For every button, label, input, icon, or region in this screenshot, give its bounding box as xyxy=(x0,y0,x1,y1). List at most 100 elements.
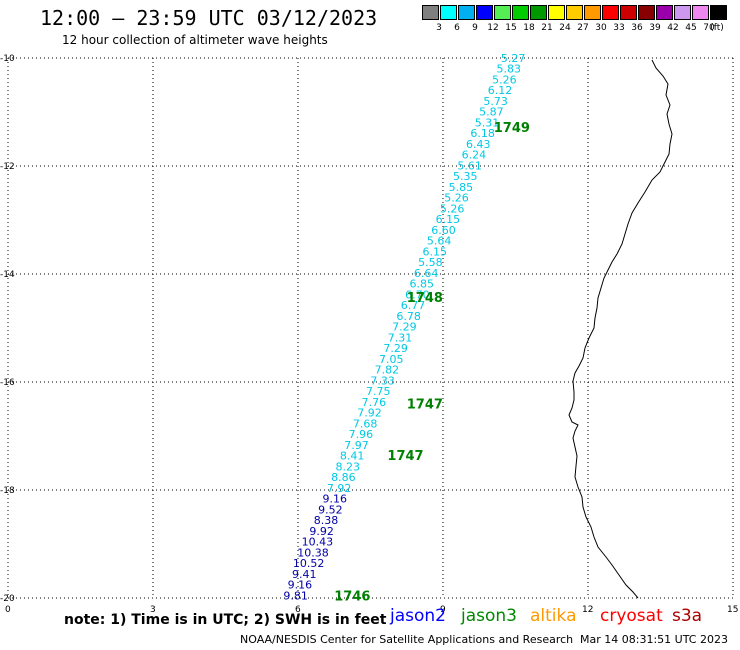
legend-label: 18 xyxy=(523,23,535,33)
wave-height-value: 6.24 xyxy=(462,149,487,162)
legend-unit: (ft) xyxy=(710,23,724,33)
legend-label: 27 xyxy=(577,23,589,33)
wave-height-value: 5.26 xyxy=(440,202,465,215)
legend-swatch xyxy=(494,5,511,20)
legend-swatch xyxy=(602,5,619,20)
satellite-name: s3a xyxy=(672,606,703,626)
wave-height-value: 7.75 xyxy=(366,385,391,398)
wave-height-value: 5.83 xyxy=(496,63,521,76)
x-tick-label: 15 xyxy=(727,605,738,615)
legend-swatch xyxy=(440,5,457,20)
satellite-name: jason2 xyxy=(390,606,446,626)
wave-height-value: 7.29 xyxy=(383,342,408,355)
coastline xyxy=(568,59,673,599)
note-text: note: 1) Time is in UTC; 2) SWH is in fe… xyxy=(64,612,387,628)
legend-label: 39 xyxy=(649,23,661,33)
legend-label: 70 xyxy=(703,23,715,33)
satellite-name: jason3 xyxy=(461,606,517,626)
wave-height-value: 7.05 xyxy=(379,353,404,366)
wave-height-value: 6.64 xyxy=(414,267,439,280)
wave-height-value: 10.52 xyxy=(293,557,325,570)
legend-label: 24 xyxy=(559,23,571,33)
wave-height-value: 7.29 xyxy=(392,321,417,334)
wave-height-value: 5.64 xyxy=(427,235,452,248)
satellite-name: cryosat xyxy=(600,606,663,626)
legend-label: 21 xyxy=(541,23,553,33)
wave-height-value: 8.23 xyxy=(336,460,361,473)
wave-height-value: 5.26 xyxy=(492,73,517,86)
wave-height-value: 9.16 xyxy=(288,579,313,592)
pass-number-label: 1746 xyxy=(334,589,370,604)
legend-swatch xyxy=(584,5,601,20)
wave-height-value: 7.82 xyxy=(375,364,400,377)
wave-height-value: 6.15 xyxy=(423,245,448,258)
wave-height-value: 6.78 xyxy=(396,310,421,323)
legend-label: 9 xyxy=(472,23,478,33)
legend-swatch xyxy=(548,5,565,20)
x-tick-label: 0 xyxy=(5,605,11,615)
wave-height-value: 7.92 xyxy=(327,482,352,495)
legend-swatch xyxy=(638,5,655,20)
legend-label: 3 xyxy=(436,23,442,33)
legend-label: 12 xyxy=(487,23,499,33)
legend-swatch xyxy=(476,5,493,20)
wave-height-value: 10.38 xyxy=(297,546,329,559)
wave-height-track: 5.275.835.266.125.735.875.316.186.436.24… xyxy=(283,52,525,602)
axis-ticks: 0 3 6 9 12 15 -10 -12 -14 -16 -18 -20 xyxy=(0,54,738,615)
wave-height-value: 6.12 xyxy=(488,84,513,97)
wave-height-value: 6.18 xyxy=(470,127,495,140)
wave-height-value: 9.81 xyxy=(283,589,308,602)
legend-swatch xyxy=(422,5,439,20)
wave-height-value: 6.70 xyxy=(405,288,430,301)
wave-height-value: 5.31 xyxy=(475,116,500,129)
y-tick-label: -14 xyxy=(0,270,15,280)
pass-number-label: 1749 xyxy=(494,121,530,136)
satellite-name: altika xyxy=(530,606,577,626)
wave-height-value: 7.33 xyxy=(370,374,395,387)
x-tick-label: 12 xyxy=(582,605,593,615)
wave-height-value: 6.85 xyxy=(409,278,434,291)
legend-swatch xyxy=(656,5,673,20)
legend-swatch xyxy=(620,5,637,20)
legend-swatch xyxy=(692,5,709,20)
legend-label: 42 xyxy=(667,23,679,33)
wave-height-value: 6.15 xyxy=(436,213,461,226)
wave-height-value: 7.76 xyxy=(362,396,387,409)
legend-label: 33 xyxy=(613,23,625,33)
wave-height-value: 8.38 xyxy=(314,514,339,527)
legend-swatch xyxy=(566,5,583,20)
wave-height-value: 8.41 xyxy=(340,450,365,463)
legend-swatch xyxy=(458,5,475,20)
pass-number-label: 1748 xyxy=(407,291,443,306)
wave-height-value: 6.77 xyxy=(401,299,426,312)
legend-label: 15 xyxy=(505,23,517,33)
y-tick-label: -20 xyxy=(0,594,15,604)
legend-swatch xyxy=(512,5,529,20)
wave-height-value: 5.61 xyxy=(457,159,482,172)
legend-label: 6 xyxy=(454,23,460,33)
legend-swatch xyxy=(530,5,547,20)
y-tick-label: -12 xyxy=(0,162,15,172)
x-tick-label: 6 xyxy=(295,605,301,615)
wave-height-value: 7.96 xyxy=(349,428,374,441)
map-grid xyxy=(7,57,734,599)
pass-number-label: 1747 xyxy=(407,398,443,413)
wave-height-value: 10.43 xyxy=(302,536,334,549)
legend-label: 45 xyxy=(685,23,697,33)
pass-number-labels: 1749 1748 1747 1747 1746 xyxy=(334,121,530,604)
wave-height-value: 5.87 xyxy=(479,106,504,119)
x-tick-label: 3 xyxy=(150,605,156,615)
y-tick-label: -10 xyxy=(0,54,15,64)
wave-height-value: 9.41 xyxy=(292,568,317,581)
wave-height-value: 9.16 xyxy=(322,493,347,506)
map-subtitle: 12 hour collection of altimeter wave hei… xyxy=(62,33,328,47)
legend-label: 36 xyxy=(631,23,643,33)
legend-label: 30 xyxy=(595,23,607,33)
x-tick-label: 9 xyxy=(440,605,446,615)
wave-height-value: 5.73 xyxy=(483,95,508,108)
y-tick-label: -16 xyxy=(0,378,15,388)
legend-swatch xyxy=(674,5,691,20)
wave-height-value: 7.92 xyxy=(357,407,382,420)
legend-swatch xyxy=(710,5,727,20)
